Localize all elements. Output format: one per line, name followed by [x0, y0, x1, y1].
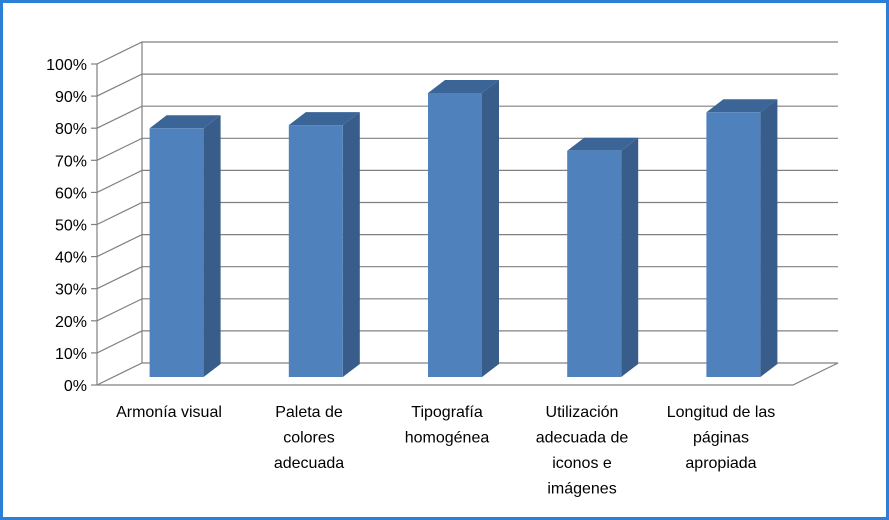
x-category-label: Paleta de colores adecuada	[274, 404, 344, 472]
y-tick-label: 10%	[55, 346, 87, 363]
y-tick-label: 0%	[64, 378, 87, 395]
y-tick-label: 70%	[55, 153, 87, 170]
y-tick-label: 20%	[55, 314, 87, 331]
bar-top	[149, 115, 221, 129]
gridline	[96, 41, 838, 65]
x-axis-category-labels: Armonía visual Paleta de colores adecuada Ti…	[116, 404, 775, 498]
bar-side	[760, 99, 778, 377]
y-tick-label: 50%	[55, 218, 87, 235]
bar	[288, 112, 360, 377]
bar	[706, 99, 778, 377]
bar-top	[706, 99, 778, 113]
y-tick-label: 80%	[55, 121, 87, 138]
bar-top	[288, 112, 360, 126]
bar-front	[706, 112, 761, 377]
y-tick-label: 90%	[55, 89, 87, 106]
bar-top	[567, 137, 639, 151]
bar-front	[149, 128, 204, 377]
y-tick-label: 100%	[46, 57, 87, 74]
bar-side	[342, 112, 360, 377]
bar	[149, 115, 221, 377]
bar-top	[428, 80, 499, 93]
bar-side	[482, 80, 499, 377]
floor	[96, 362, 839, 386]
bar-front	[288, 125, 343, 377]
x-category-label: Tipografía homogénea	[405, 404, 490, 447]
y-axis-tick-labels: 0% 10% 20% 30% 40% 50% 60% 70% 80% 90% 100%	[46, 57, 87, 395]
bar-front	[428, 93, 482, 377]
bar-side	[621, 137, 639, 377]
bar-front	[567, 150, 622, 377]
y-tick-label: 30%	[55, 282, 87, 299]
y-tick-label: 60%	[55, 185, 87, 202]
x-category-label: Longitud de las páginas apropiada	[667, 404, 776, 472]
x-category-label: Armonía visual	[116, 404, 222, 421]
y-tick-label: 40%	[55, 250, 87, 267]
bar	[428, 80, 499, 377]
bars	[149, 80, 778, 377]
gridline	[96, 73, 838, 97]
gridline	[96, 105, 838, 129]
x-category-label: Utilización adecuada de iconos e imágenes	[536, 404, 629, 498]
bar	[567, 137, 639, 377]
bar-side	[203, 115, 221, 377]
